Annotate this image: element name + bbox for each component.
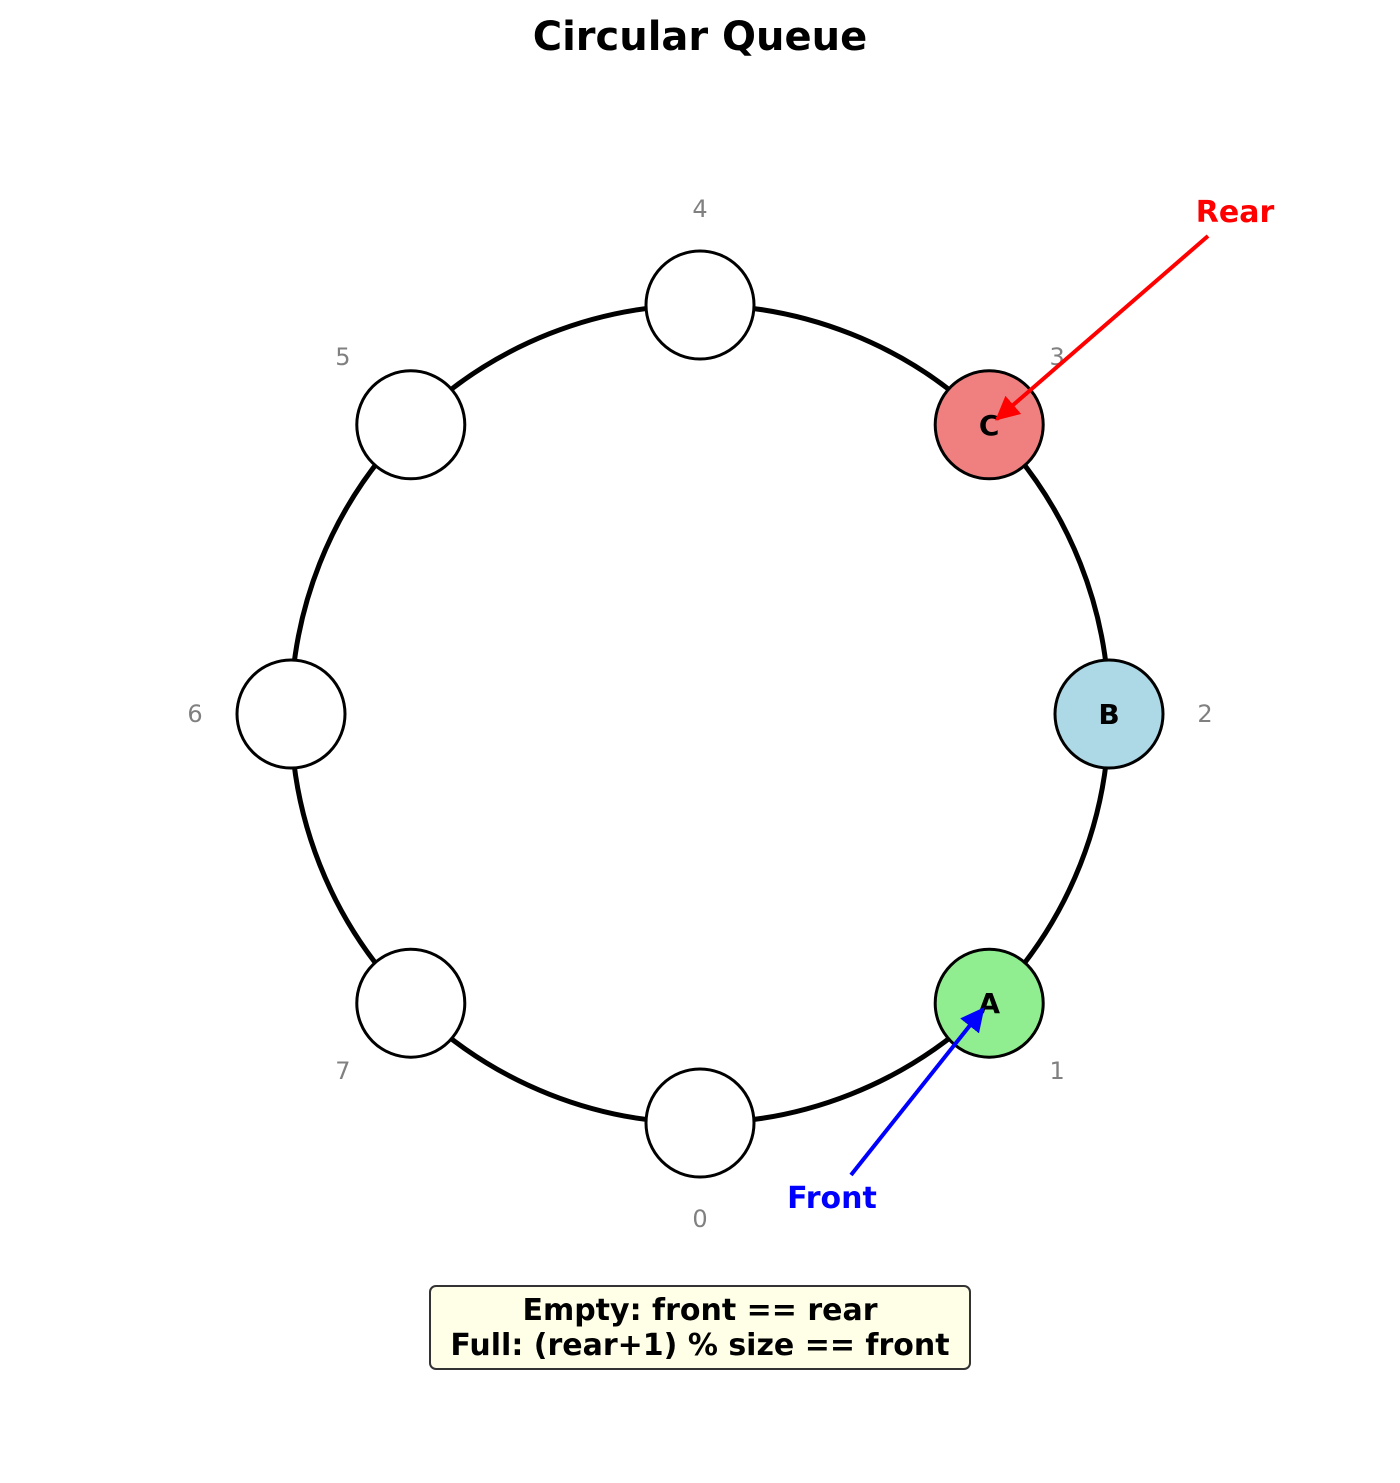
slot-index-label: 1 <box>1049 1057 1064 1085</box>
front-pointer: Front <box>787 1007 985 1216</box>
slot-value: B <box>1098 698 1119 731</box>
rear-pointer: Rear <box>995 195 1275 421</box>
queue-slot-5: 5 <box>335 343 467 481</box>
queue-slot-7: 7 <box>335 947 467 1085</box>
rear-label: Rear <box>1196 195 1275 230</box>
slot-circle <box>235 658 347 770</box>
front-label: Front <box>787 1181 877 1216</box>
queue-slot-4: 4 <box>644 195 756 361</box>
slot-circle <box>1053 658 1165 770</box>
slot-circle <box>355 369 467 481</box>
diagram-title: Circular Queue <box>533 14 868 60</box>
slot-circle <box>644 249 756 361</box>
slot-circle <box>355 947 467 1059</box>
slot-index-label: 7 <box>335 1057 350 1085</box>
slot-value: A <box>978 987 1000 1020</box>
slot-value: C <box>979 409 1000 442</box>
queue-slot-1: A1 <box>933 947 1065 1085</box>
slot-index-label: 2 <box>1197 700 1212 728</box>
queue-slot-6: 6 <box>187 658 347 770</box>
queue-slot-0: 0 <box>644 1067 756 1233</box>
condition-note: Empty: front == rear Full: (rear+1) % si… <box>429 1285 971 1370</box>
slot-circle <box>644 1067 756 1179</box>
condition-note-box <box>429 1285 971 1370</box>
queue-slot-3: C3 <box>933 343 1065 481</box>
slot-index-label: 5 <box>335 343 350 371</box>
full-condition-text: Full: (rear+1) % size == front <box>450 1328 949 1363</box>
slot-index-label: 0 <box>692 1205 707 1233</box>
rear-arrow <box>995 234 1210 421</box>
empty-condition-text: Empty: front == rear <box>522 1293 877 1328</box>
slot-index-label: 4 <box>692 195 707 223</box>
front-arrow <box>849 1007 985 1177</box>
slot-index-label: 6 <box>187 700 202 728</box>
